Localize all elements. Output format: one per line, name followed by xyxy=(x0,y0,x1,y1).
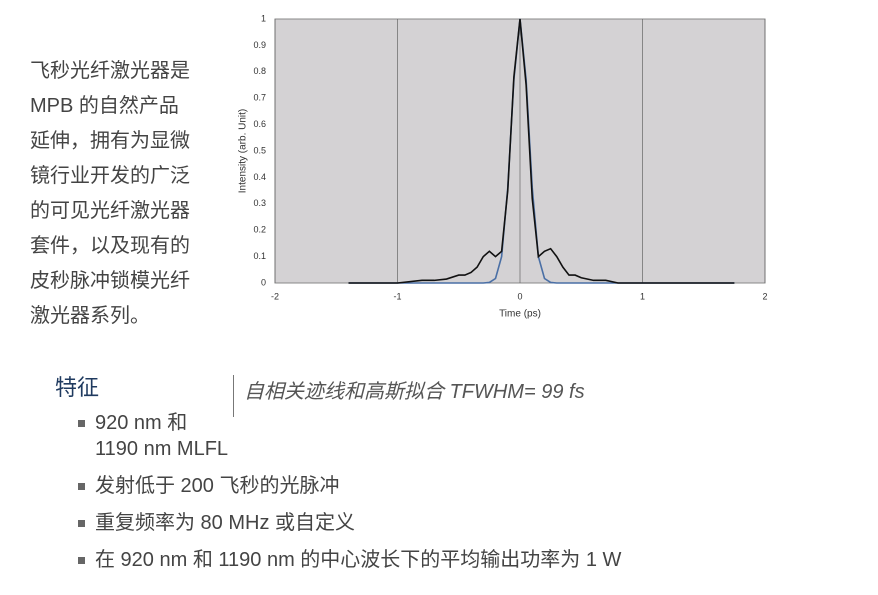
y-axis-label: Intensity (arb. Unit) xyxy=(238,109,249,193)
chart: 0 0.1 0.2 0.3 0.4 0.5 0.6 0.7 0.8 0.9 1 -2 -1 0 1 2 Time… xyxy=(238,13,768,320)
feature-item: 重复频率为 80 MHz 或自定义 xyxy=(78,510,621,536)
x-tick-label: -2 xyxy=(271,291,279,301)
feature-item: 在 920 nm 和 1190 nm 的中心波长下的平均输出功率为 1 W xyxy=(78,547,621,573)
intro-line: 镜行业开发的广泛 xyxy=(30,165,190,187)
intro-line: 的可见光纤激光器 xyxy=(30,200,190,222)
x-tick-label: -1 xyxy=(393,291,401,301)
feature-line: 重复频率为 80 MHz 或自定义 xyxy=(95,512,356,534)
y-tick-label: 1 xyxy=(261,13,266,23)
y-tick-label: 0.9 xyxy=(253,40,266,50)
x-tick-label: 1 xyxy=(640,291,645,301)
feature-line: 1190 nm MLFL xyxy=(95,438,229,460)
features-list: 920 nm 和 1190 nm MLFL 发射低于 200 飞秒的光脉冲 重复频率为… xyxy=(78,410,621,584)
features-title: 特征 xyxy=(55,375,100,400)
intro-line: MPB 的自然产品 xyxy=(30,95,179,117)
y-tick-label: 0 xyxy=(261,277,266,287)
y-tick-label: 0.2 xyxy=(253,225,266,235)
intro-line: 套件，以及现有的 xyxy=(30,235,190,257)
feature-item: 发射低于 200 飞秒的光脉冲 xyxy=(78,473,621,499)
series-line xyxy=(348,18,735,284)
feature-item: 920 nm 和 1190 nm MLFL xyxy=(78,410,621,462)
y-tick-label: 0.6 xyxy=(253,119,266,129)
x-axis-label: Time (ps) xyxy=(499,309,541,320)
feature-line: 发射低于 200 飞秒的光脉冲 xyxy=(95,475,340,497)
y-tick-label: 0.3 xyxy=(253,198,266,208)
y-tick-label: 0.4 xyxy=(253,172,266,182)
intro: 飞秒光纤激光器是 MPB 的自然产品 延伸，拥有为显微 镜行业开发的广泛 的可见光纤激光… xyxy=(30,54,190,334)
feature-line: 920 nm 和 xyxy=(95,412,188,434)
x-tick-label: 0 xyxy=(517,291,522,301)
intro-line: 激光器系列。 xyxy=(30,305,150,327)
y-tick-label: 0.7 xyxy=(253,93,266,103)
caption: 自相关迹线和高斯拟合 TFWHM= 99 fs xyxy=(233,375,585,417)
y-tick-label: 0.5 xyxy=(253,145,266,155)
x-tick-label: 2 xyxy=(762,291,767,301)
feature-line: 在 920 nm 和 1190 nm 的中心波长下的平均输出功率为 1 W xyxy=(95,549,622,571)
intro-line: 飞秒光纤激光器是 xyxy=(30,60,190,82)
y-tick-label: 0.8 xyxy=(253,66,266,76)
intro-line: 延伸，拥有为显微 xyxy=(30,130,190,152)
y-tick-label: 0.1 xyxy=(253,251,266,261)
intro-line: 皮秒脉冲锁模光纤 xyxy=(30,270,190,292)
